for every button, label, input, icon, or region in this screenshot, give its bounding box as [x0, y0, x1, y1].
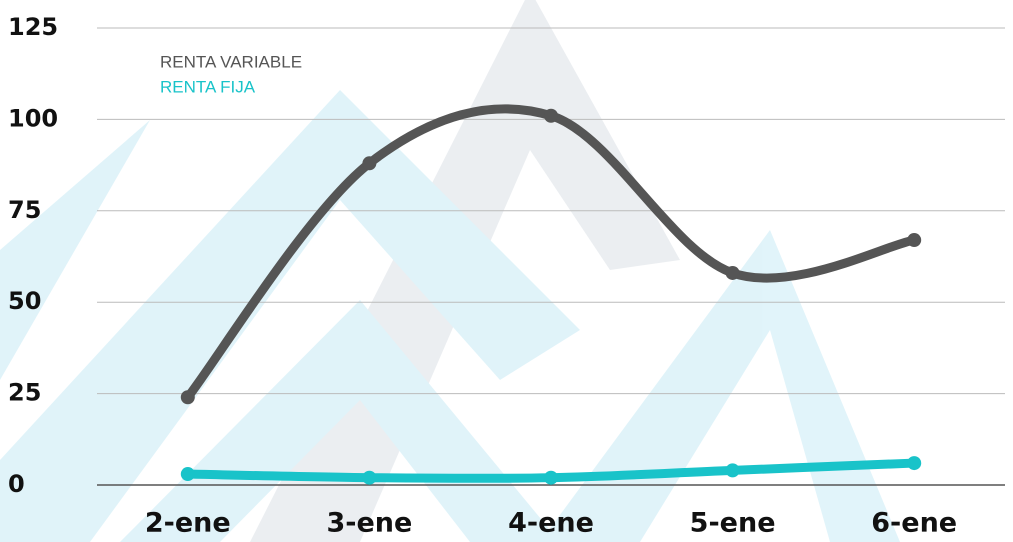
point [907, 233, 922, 248]
watermark-shape [540, 230, 900, 542]
x-tick-label: 6-ene [871, 508, 957, 539]
point [180, 467, 195, 482]
x-tick-label: 5-ene [690, 508, 776, 539]
y-tick-label: 125 [8, 13, 58, 41]
y-tick-label: 50 [8, 287, 41, 315]
y-tick-label: 25 [8, 379, 41, 407]
point [180, 390, 195, 405]
watermark-shape [250, 0, 680, 542]
x-tick-label: 3-ene [326, 508, 412, 539]
legend-label: RENTA FIJA [160, 77, 256, 96]
x-tick-label: 4-ene [508, 508, 594, 539]
point [544, 108, 558, 123]
point [362, 470, 377, 485]
y-tick-label: 0 [8, 470, 25, 498]
point [725, 265, 740, 280]
x-tick-label: 2-ene [145, 508, 231, 539]
point [362, 156, 377, 171]
watermark-shape [0, 120, 150, 380]
point [907, 456, 922, 471]
y-tick-label: 75 [8, 196, 41, 224]
point [544, 470, 558, 485]
legend-label: RENTA VARIABLE [160, 52, 302, 71]
point [725, 463, 740, 478]
y-tick-label: 100 [8, 104, 58, 132]
watermark-shape [0, 90, 580, 542]
watermark [0, 0, 900, 542]
